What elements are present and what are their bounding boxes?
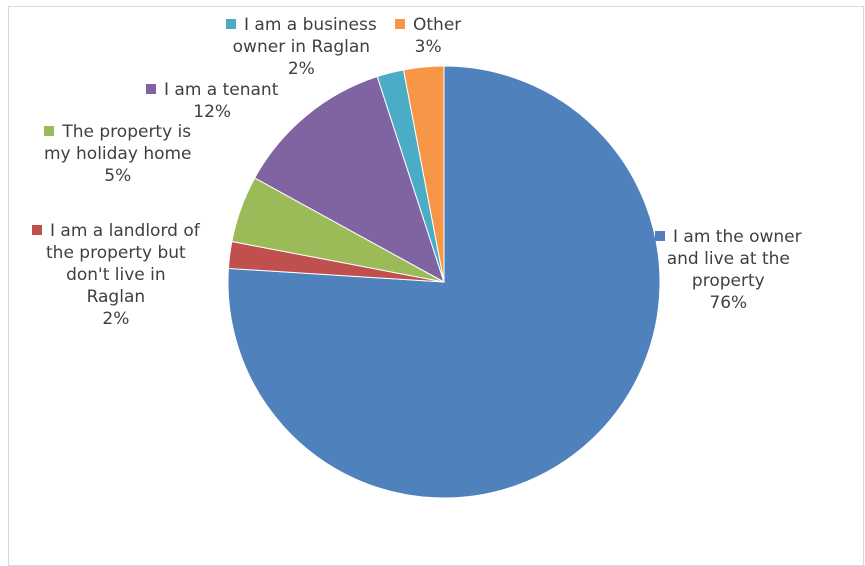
pie-chart (227, 65, 661, 499)
label-holiday-line2: my holiday home (44, 144, 192, 164)
pie-slice-tenant (254, 75, 445, 284)
label-owner-pct: 76% (709, 293, 748, 313)
label-business-line2: owner in Raglan (232, 37, 371, 57)
pie-slice-other (402, 65, 445, 283)
legend-key-other (395, 19, 405, 29)
legend-key-tenant (146, 84, 156, 94)
legend-key-business (226, 19, 236, 29)
label-landlord-line4: Raglan (86, 287, 146, 307)
label-holiday: The property is my holiday home 5% (44, 121, 192, 187)
label-business: I am a business owner in Raglan 2% (226, 14, 377, 80)
label-owner-line3: property (691, 271, 765, 291)
label-landlord: I am a landlord of the property but don'… (32, 220, 200, 330)
legend-key-holiday (44, 126, 55, 136)
label-other: Other 3% (395, 14, 461, 58)
label-landlord-line2: the property but (46, 243, 186, 263)
label-holiday-line1: The property is (62, 122, 192, 142)
label-holiday-pct: 5% (104, 166, 132, 186)
label-tenant-line1: I am a tenant (164, 80, 279, 100)
label-other-line1: Other (413, 15, 462, 35)
label-tenant-pct: 12% (193, 102, 232, 122)
label-business-line1: I am a business (244, 15, 377, 35)
label-landlord-line1: I am a landlord of (50, 221, 200, 241)
label-owner-line2: and live at the (666, 249, 790, 269)
label-landlord-line3: don't live in (66, 265, 166, 285)
label-business-pct: 2% (287, 59, 315, 79)
label-landlord-pct: 2% (102, 309, 130, 329)
label-owner: I am the owner and live at the property … (655, 226, 802, 314)
label-other-pct: 3% (414, 37, 442, 57)
label-owner-line1: I am the owner (673, 227, 802, 247)
label-tenant: I am a tenant 12% (146, 79, 278, 123)
legend-key-owner (655, 231, 665, 241)
legend-key-landlord (32, 225, 42, 235)
